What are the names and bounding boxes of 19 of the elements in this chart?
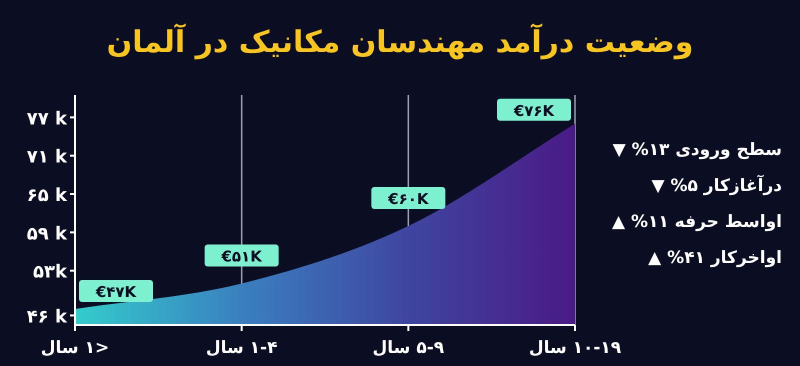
- y-tick-label: ۶۵ k: [26, 185, 68, 206]
- chart-title: وضعیت درآمد مهندسان مکانیک در آلمان: [106, 23, 694, 60]
- y-tick-label: ۵۳k: [33, 262, 68, 283]
- text: سطح ورودی ۱۳% ▼: [612, 140, 782, 160]
- data-label: €۵۱K: [220, 247, 264, 266]
- x-tick-label: ۱۰-۱۹ سال: [528, 338, 622, 358]
- text: درآغازکار ۵% ▼: [651, 174, 782, 196]
- y-tick-label: ۵۹ k: [26, 223, 68, 244]
- data-label: €۴۷K: [94, 283, 138, 302]
- text: اواخرکار ۴۱% ▲: [648, 248, 782, 268]
- data-label: €۷۶K: [512, 102, 556, 120]
- data-label: €۶۰K: [387, 190, 430, 208]
- x-tick-label: ۵-۹ سال: [372, 338, 445, 358]
- x-tick-label: ۱-۴ سال: [206, 338, 278, 358]
- y-tick-label: ۴۶ k: [26, 306, 68, 328]
- x-tick-label: <۱ سال: [40, 338, 110, 358]
- text: اواسط حرفه ۱۱% ▲: [612, 212, 782, 232]
- y-tick-label: ۷۷ k: [26, 108, 68, 130]
- y-tick-label: ۷۱ k: [26, 146, 68, 168]
